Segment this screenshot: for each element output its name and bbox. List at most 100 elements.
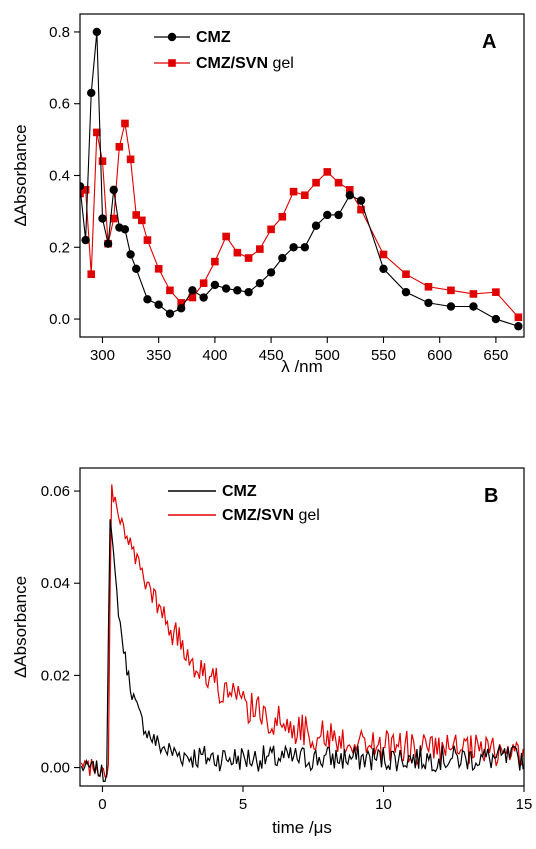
panel-a-chart: 300 350 400 450 500 550 600 6500.00.20.40.60.8 …	[11, 13, 525, 376]
panel-a-x-axis-label: λ /nm	[281, 357, 323, 376]
data-point	[267, 225, 275, 234]
panel-b-chart: 0 5 10 15 0.00 0.02 0.04 0.06 B time /μs ΔAbsor…	[11, 467, 533, 837]
x-tick-label: 400	[202, 347, 227, 364]
data-point	[345, 186, 354, 194]
x-tick-label: 5	[239, 796, 247, 813]
data-point	[447, 286, 455, 295]
y-tick-label: 0.00	[41, 760, 70, 777]
data-point	[255, 278, 265, 288]
data-point	[312, 178, 320, 187]
data-point	[424, 282, 433, 291]
data-point	[115, 142, 124, 151]
legend-label: CMZ/SVN gel	[196, 55, 294, 72]
data-point	[143, 295, 152, 304]
data-point	[491, 314, 501, 324]
data-point	[188, 286, 197, 295]
data-point	[132, 264, 141, 274]
panel-b-plot-area	[80, 484, 524, 782]
data-point	[109, 185, 118, 195]
x-tick-label: 600	[427, 347, 452, 364]
data-point	[87, 270, 96, 278]
data-point	[446, 302, 456, 311]
legend-entry: CMZ	[154, 29, 231, 46]
legend-marker	[167, 32, 177, 42]
x-tick-label: 15	[516, 796, 533, 813]
data-point	[176, 304, 186, 313]
data-point	[132, 211, 141, 219]
data-point	[401, 287, 411, 297]
data-point	[199, 279, 208, 287]
data-point	[311, 221, 321, 230]
data-point	[278, 212, 287, 221]
data-point	[514, 313, 523, 322]
panel-a-ticks: 300 350 400 450 500 550 600 650 0.0 0.2 0.4 0.6 0.8	[49, 24, 508, 364]
panel-b-ticks: 0 5 10 15 0.00 0.02 0.04 0.06	[41, 483, 533, 813]
y-tick-label: 0.02	[41, 667, 70, 684]
x-tick-label: 350	[146, 347, 171, 364]
series-cmz-svn-gel	[80, 119, 523, 322]
data-point	[87, 88, 96, 98]
data-point	[103, 239, 113, 248]
data-point	[379, 250, 388, 259]
data-point	[379, 264, 388, 274]
data-point	[300, 243, 310, 252]
data-point	[323, 168, 332, 176]
y-tick-label: 0.06	[41, 483, 70, 500]
legend-marker	[168, 59, 176, 67]
data-point	[199, 293, 208, 302]
data-point	[356, 196, 366, 205]
data-point	[165, 309, 175, 318]
legend-entry: CMZ	[168, 483, 257, 500]
x-tick-label: 10	[375, 796, 392, 813]
data-point	[345, 191, 354, 200]
y-tick-label: 0.0	[49, 311, 70, 328]
data-point	[514, 322, 523, 331]
panel-b-label: B	[484, 485, 498, 507]
legend-label: CMZ	[222, 483, 257, 500]
y-tick-label: 0.04	[41, 575, 70, 592]
data-point	[81, 186, 90, 194]
panel-a-series	[80, 27, 523, 331]
x-tick-label: 450	[259, 347, 284, 364]
data-point	[210, 280, 220, 290]
data-point	[402, 270, 410, 278]
data-point	[98, 157, 107, 165]
data-point	[256, 245, 264, 253]
data-point	[233, 286, 242, 295]
data-point	[334, 178, 343, 187]
data-point	[424, 298, 433, 308]
legend-entry: CMZ/SVN gel	[154, 55, 294, 72]
data-point	[93, 128, 101, 137]
legend-entry: CMZ/SVN gel	[168, 507, 320, 524]
data-point	[222, 232, 230, 241]
data-point	[492, 288, 500, 296]
data-point	[154, 265, 163, 273]
data-point	[98, 214, 107, 223]
panel-a-legend: CMZ CMZ/SVN gel	[154, 29, 294, 72]
panel-a-plot-area	[80, 27, 523, 331]
data-point	[120, 225, 130, 234]
x-tick-label: 500	[315, 347, 340, 364]
data-point	[233, 248, 242, 257]
data-point	[121, 119, 129, 128]
panel-a-plot-frame	[79, 13, 525, 338]
x-tick-label: 0	[98, 796, 106, 813]
panel-a-y-axis-label: ΔAbsorbance	[11, 124, 30, 226]
data-point	[469, 302, 478, 311]
data-point	[138, 216, 146, 225]
data-point	[166, 286, 174, 295]
panel-b-x-axis-label: time /μs	[272, 818, 332, 837]
legend-label: CMZ/SVN gel	[222, 507, 320, 524]
data-point	[126, 250, 135, 259]
x-tick-label: 650	[483, 347, 508, 364]
data-point	[334, 210, 343, 220]
legend-label: CMZ	[196, 29, 231, 46]
series-line	[80, 31, 519, 327]
data-point	[301, 191, 309, 200]
data-point	[323, 210, 332, 220]
data-point	[126, 155, 135, 164]
panel-b-plot-frame	[79, 467, 525, 787]
x-tick-label: 550	[371, 347, 396, 364]
data-point	[188, 293, 197, 302]
